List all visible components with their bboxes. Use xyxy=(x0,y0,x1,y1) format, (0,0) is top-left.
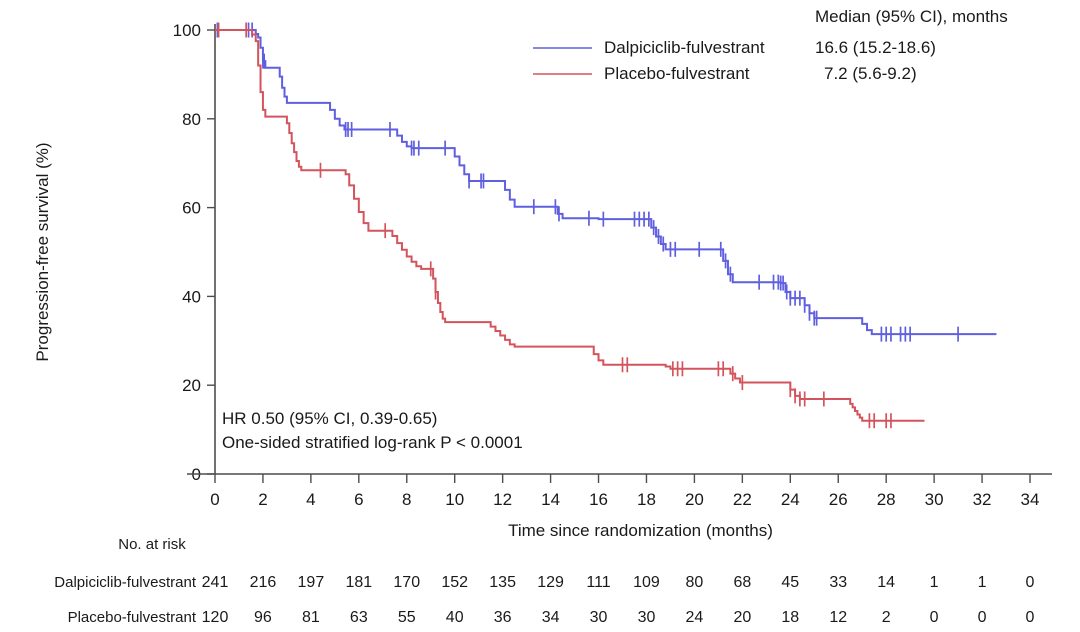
x-tick-label: 12 xyxy=(493,490,512,509)
risk-row-value: 241 xyxy=(202,574,229,591)
risk-row-value: 170 xyxy=(393,574,420,591)
risk-row-value: 135 xyxy=(489,574,516,591)
risk-row-value: 14 xyxy=(877,574,895,591)
risk-row-value: 120 xyxy=(202,609,229,626)
risk-row-value: 24 xyxy=(686,609,704,626)
risk-row-value: 129 xyxy=(537,574,564,591)
x-tick-label: 0 xyxy=(210,490,219,509)
risk-row-value: 30 xyxy=(638,609,656,626)
x-tick-label: 30 xyxy=(925,490,944,509)
risk-row-value: 80 xyxy=(686,574,704,591)
x-axis-title: Time since randomization (months) xyxy=(508,521,773,540)
risk-row-value: 18 xyxy=(781,609,799,626)
x-tick-label: 28 xyxy=(877,490,896,509)
risk-row-value: 109 xyxy=(633,574,660,591)
risk-row-value: 12 xyxy=(829,609,847,626)
risk-row-value: 45 xyxy=(781,574,799,591)
x-tick-label: 6 xyxy=(354,490,363,509)
y-tick-label: 60 xyxy=(182,199,201,218)
x-tick-label: 26 xyxy=(829,490,848,509)
km-curve-line xyxy=(215,29,925,422)
risk-row-label: Dalpiciclib-fulvestrant xyxy=(54,574,197,591)
x-tick-label: 14 xyxy=(541,490,560,509)
legend-median-value: 16.6 (15.2-18.6) xyxy=(815,38,936,57)
risk-row-value: 34 xyxy=(542,609,560,626)
y-tick-label: 80 xyxy=(182,110,201,129)
risk-row-value: 181 xyxy=(345,574,372,591)
risk-row-value: 0 xyxy=(978,609,987,626)
km-series-dalpiciclib xyxy=(215,22,997,342)
x-tick-label: 20 xyxy=(685,490,704,509)
risk-row-value: 63 xyxy=(350,609,368,626)
legend-median-header: Median (95% CI), months xyxy=(815,7,1008,26)
risk-row-value: 40 xyxy=(446,609,464,626)
risk-row-value: 2 xyxy=(882,609,891,626)
risk-row-value: 216 xyxy=(250,574,277,591)
risk-row-value: 96 xyxy=(254,609,272,626)
hazard-ratio-annotation: HR 0.50 (95% CI, 0.39-0.65) xyxy=(222,409,437,428)
risk-row-value: 55 xyxy=(398,609,416,626)
y-tick-label: 100 xyxy=(173,21,201,40)
x-tick-label: 32 xyxy=(973,490,992,509)
y-tick-label: 20 xyxy=(182,376,201,395)
risk-row-value: 1 xyxy=(930,574,939,591)
legend-series-label: Placebo-fulvestrant xyxy=(604,64,750,83)
censor-marks xyxy=(217,22,892,429)
p-value-annotation: One-sided stratified log-rank P < 0.0001 xyxy=(222,433,523,452)
risk-row-value: 36 xyxy=(494,609,512,626)
x-tick-label: 22 xyxy=(733,490,752,509)
x-tick-label: 18 xyxy=(637,490,656,509)
risk-row-value: 197 xyxy=(298,574,325,591)
y-tick-label: 40 xyxy=(182,287,201,306)
risk-row-value: 152 xyxy=(441,574,468,591)
x-tick-label: 4 xyxy=(306,490,315,509)
y-axis-title: Progression-free survival (%) xyxy=(33,142,52,361)
risk-row-value: 30 xyxy=(590,609,608,626)
risk-row-value: 0 xyxy=(1026,609,1035,626)
x-tick-label: 2 xyxy=(258,490,267,509)
km-series-placebo xyxy=(215,22,925,429)
x-tick-label: 34 xyxy=(1021,490,1040,509)
risk-row-value: 111 xyxy=(586,574,610,591)
risk-row-value: 0 xyxy=(930,609,939,626)
x-axis: 0 2 4 6 8 10 12 14 16 18 20 22 24 26 28 30 32 34 xyxy=(187,473,1052,509)
risk-row-value: 81 xyxy=(302,609,320,626)
risk-row-value: 1 xyxy=(978,574,987,591)
risk-row-value: 20 xyxy=(733,609,751,626)
x-tick-label: 8 xyxy=(402,490,411,509)
x-tick-label: 10 xyxy=(445,490,464,509)
x-tick-label: 16 xyxy=(589,490,608,509)
risk-table-title: No. at risk xyxy=(118,536,186,553)
risk-row-value: 33 xyxy=(829,574,847,591)
legend-median-value: 7.2 (5.6-9.2) xyxy=(824,64,917,83)
x-tick-label: 24 xyxy=(781,490,800,509)
legend-series-label: Dalpiciclib-fulvestrant xyxy=(604,38,765,57)
risk-row-value: 68 xyxy=(733,574,751,591)
risk-row-value: 0 xyxy=(1026,574,1035,591)
risk-row-label: Placebo-fulvestrant xyxy=(68,609,197,626)
